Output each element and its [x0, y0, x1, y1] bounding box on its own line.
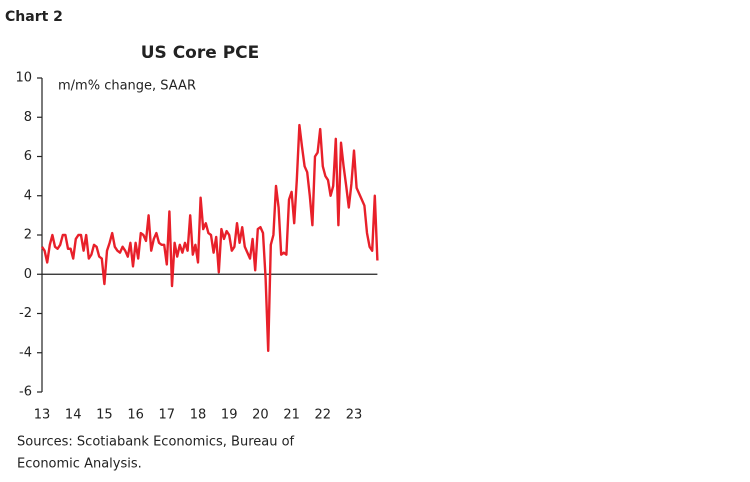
- y-tick-label: 2: [24, 228, 32, 243]
- y-tick-label: 4: [24, 188, 32, 203]
- y-tick-label: -4: [19, 345, 32, 360]
- x-tick-label: 13: [34, 408, 51, 423]
- x-tick-label: 19: [221, 408, 238, 423]
- x-tick-label: 22: [315, 408, 332, 423]
- x-tick-label: 23: [346, 408, 363, 423]
- x-tick-label: 16: [127, 408, 144, 423]
- chart-label: Chart 2: [5, 9, 63, 25]
- x-tick-label: 14: [65, 408, 82, 423]
- source-note: Sources: Scotiabank Economics, Bureau of: [17, 435, 295, 450]
- x-tick-label: 21: [283, 408, 300, 423]
- chart-title: US Core PCE: [141, 43, 260, 63]
- y-tick-label: 0: [24, 267, 32, 282]
- y-tick-label: -6: [19, 385, 32, 400]
- y-tick-label: 10: [15, 71, 32, 86]
- source-note: Economic Analysis.: [17, 457, 142, 472]
- chart-subtitle: m/m% change, SAAR: [58, 79, 196, 94]
- x-tick-label: 18: [190, 408, 207, 423]
- x-tick-label: 15: [96, 408, 113, 423]
- x-tick-label: 20: [252, 408, 269, 423]
- x-tick-label: 17: [159, 408, 176, 423]
- y-tick-label: -2: [19, 306, 32, 321]
- data-line: [40, 123, 379, 352]
- y-tick-label: 8: [24, 110, 32, 125]
- y-tick-label: 6: [24, 149, 32, 164]
